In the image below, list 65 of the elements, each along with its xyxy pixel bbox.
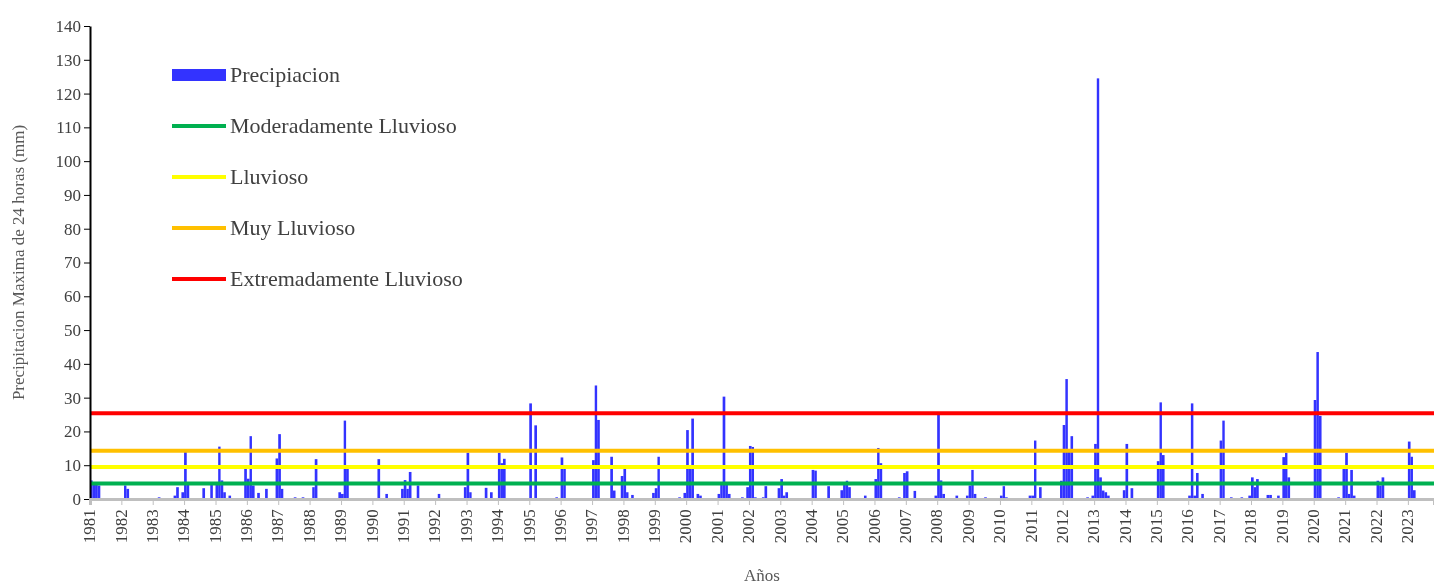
x-tick-label: 2020 xyxy=(1303,509,1323,544)
x-tick-label: 2019 xyxy=(1272,509,1292,544)
x-tick-label: 1988 xyxy=(299,509,319,544)
x-tick-label: 1991 xyxy=(394,509,413,544)
y-tick-label: 110 xyxy=(56,118,81,138)
x-tick-label: 2009 xyxy=(958,509,978,544)
x-tick-label: 2001 xyxy=(707,509,727,544)
x-tick-label: 1984 xyxy=(174,508,194,544)
x-tick-label: 2022 xyxy=(1366,509,1386,544)
y-tick-label: 80 xyxy=(64,219,81,239)
x-tick-label: 1990 xyxy=(362,509,382,544)
legend-label: Moderadamente Lluvioso xyxy=(230,113,457,138)
x-tick-label: 1985 xyxy=(205,509,225,544)
y-axis-title: Precipitacion Maxima de 24 horas (mm) xyxy=(9,124,28,401)
y-tick-label: 10 xyxy=(64,456,81,476)
y-tick-label: 40 xyxy=(64,354,81,374)
x-tick-label: 2021 xyxy=(1335,509,1355,544)
y-tick-label: 140 xyxy=(55,16,81,36)
y-tick-label: 20 xyxy=(64,422,81,442)
x-tick-label: 1986 xyxy=(237,509,257,544)
x-tick-label: 1994 xyxy=(488,508,508,544)
x-tick-label: 2007 xyxy=(896,508,916,544)
y-tick-label: 30 xyxy=(64,388,81,408)
x-tick-label: 2012 xyxy=(1052,509,1072,544)
legend-label: Lluvioso xyxy=(230,164,309,189)
x-tick-label: 1987 xyxy=(268,508,288,544)
x-tick-label: 2000 xyxy=(676,509,696,544)
y-tick-label: 130 xyxy=(55,50,81,70)
x-tick-label: 2005 xyxy=(833,509,853,544)
x-tick-label: 1995 xyxy=(519,509,539,544)
x-tick-label: 1996 xyxy=(550,509,570,544)
x-tick-label: 1999 xyxy=(645,509,665,544)
legend-label: Extremadamente Lluvioso xyxy=(230,266,463,291)
x-tick-label: 1993 xyxy=(456,509,476,544)
legend-label: Muy Lluvioso xyxy=(230,215,356,240)
y-tick-label: 50 xyxy=(64,321,81,341)
y-tick-label: 60 xyxy=(64,287,81,307)
x-tick-label: 2018 xyxy=(1241,509,1261,544)
x-tick-label: 1983 xyxy=(142,509,162,544)
x-tick-label: 1982 xyxy=(111,509,131,544)
x-tick-label: 1981 xyxy=(80,509,100,544)
x-tick-label: 1997 xyxy=(582,508,602,544)
x-tick-label: 2002 xyxy=(739,509,759,544)
x-tick-label: 2011 xyxy=(1021,509,1041,543)
x-tick-label: 2015 xyxy=(1147,509,1167,544)
x-tick-label: 2008 xyxy=(927,509,947,544)
x-tick-label: 1998 xyxy=(613,509,633,544)
x-tick-label: 2010 xyxy=(990,509,1010,544)
x-tick-label: 2017 xyxy=(1209,508,1229,544)
x-tick-label: 2003 xyxy=(770,509,790,544)
y-tick-label: 70 xyxy=(64,253,81,273)
y-tick-label: 120 xyxy=(55,84,81,104)
x-tick-label: 2014 xyxy=(1115,508,1135,544)
x-tick-label: 2016 xyxy=(1178,509,1198,544)
y-tick-label: 90 xyxy=(64,185,81,205)
y-tick-label: 0 xyxy=(72,489,81,509)
x-tick-label: 2023 xyxy=(1398,509,1418,544)
x-tick-label: 1989 xyxy=(331,509,351,544)
x-tick-label: 2013 xyxy=(1084,509,1104,544)
y-tick-label: 100 xyxy=(55,152,81,172)
legend-label: Precipiacion xyxy=(230,62,340,87)
x-tick-label: 2006 xyxy=(864,509,884,544)
x-tick-label: 2004 xyxy=(801,508,821,544)
x-axis-title: Años xyxy=(744,566,780,583)
x-tick-label: 1992 xyxy=(425,509,445,544)
